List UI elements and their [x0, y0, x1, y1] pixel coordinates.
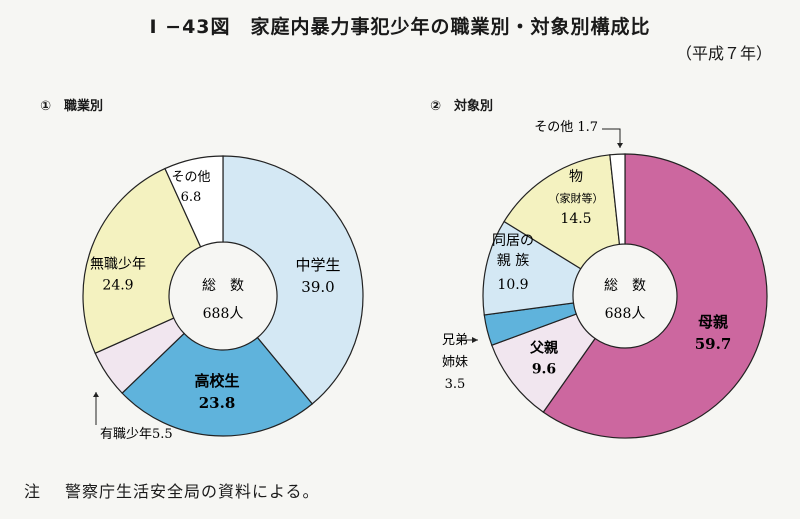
target-center-line1: 総 数 [604, 278, 646, 294]
job-center-line2: 688人 [203, 306, 244, 322]
job-label-0: 中学生 [295, 256, 340, 274]
target-label-1: 父親 [529, 340, 558, 357]
source-note: 注 警察庁生活安全局の資料による。 [24, 478, 320, 502]
job-value-3: 24.9 [102, 278, 133, 294]
chart-title: I −43図 家庭内暴力事犯少年の職業別・対象別構成比 [149, 16, 651, 38]
job-slice-1 [121, 332, 314, 437]
job-slice-4 [164, 155, 224, 248]
target-label-4: 物 [569, 169, 583, 185]
job-label-1: 高校生 [194, 372, 239, 390]
target-label-2-b: 姉妹 [442, 355, 468, 370]
job-label-4: その他 [171, 170, 210, 185]
job-center-line1: 総 数 [202, 278, 244, 294]
target-label-4-sub: （家財等） [549, 191, 604, 205]
target-label-5: その他 1.7 [534, 120, 598, 135]
target-value-4: 14.5 [560, 211, 591, 227]
target-label-3-a: 同居の [492, 233, 534, 249]
chart-subtitle: （平成７年） [675, 44, 772, 63]
job-label-2: 有職少年5.5 [100, 427, 173, 442]
target-value-3: 10.9 [497, 277, 528, 293]
target-label-3-b: 親 族 [497, 253, 529, 269]
job-value-4: 6.8 [181, 190, 202, 205]
chart1-heading: ① 職業別 [40, 99, 104, 114]
target-label-2-a: 兄弟 [442, 333, 468, 348]
target-arrow-2 [472, 337, 478, 343]
target-slice-5 [609, 153, 626, 245]
target-label-0: 母親 [698, 313, 728, 331]
target-slice-4 [503, 154, 621, 270]
note-label: 注 [24, 482, 42, 501]
note-text: 警察庁生活安全局の資料による。 [65, 482, 320, 501]
job-slice-0 [222, 155, 364, 405]
target-value-2: 3.5 [445, 377, 466, 392]
target-leader-5 [602, 128, 621, 148]
target-arrow-5 [617, 143, 623, 148]
target-slice-0 [542, 153, 768, 439]
job-value-1: 23.8 [199, 394, 236, 412]
target-center-line2: 688人 [605, 306, 646, 322]
job-arrow-2 [93, 392, 99, 397]
target-value-0: 59.7 [695, 335, 732, 353]
job-value-0: 39.0 [301, 278, 334, 296]
chart2-heading: ② 対象別 [430, 99, 494, 114]
job-label-3: 無職少年 [90, 257, 146, 273]
job-slice-3 [82, 167, 202, 355]
job-donut: 総 数 688人 中学生 39.0 高校生 23.8 有職少年5.5 無職少年 24.9 その他 6… [82, 155, 364, 442]
target-value-1: 9.6 [532, 362, 556, 378]
